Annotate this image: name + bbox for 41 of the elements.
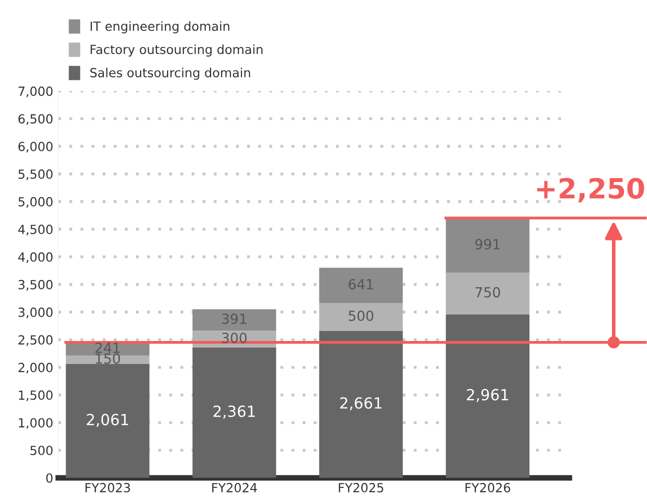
bar	[319, 268, 403, 304]
bar	[446, 218, 530, 273]
x-tick-label: FY2024	[212, 482, 257, 492]
bar	[319, 303, 403, 331]
legend-label: Factory outsourcing domain	[90, 44, 262, 57]
data-label: 2,961	[466, 388, 508, 402]
legend-label: Sales outsourcing domain	[90, 68, 250, 80]
y-tick-label: 6,500	[18, 114, 53, 125]
data-label: 2,361	[214, 405, 255, 419]
data-label: 2,661	[340, 397, 382, 410]
y-tick-label: 5,500	[18, 169, 53, 180]
y-tick-label: 5,000	[18, 197, 53, 208]
legend-label: IT engineering domain	[90, 21, 230, 34]
y-tick-label: 3,500	[18, 280, 53, 291]
y-tick-label: 1,500	[18, 390, 53, 402]
y-tick-label: 7,000	[18, 86, 53, 98]
data-label: 300	[222, 332, 247, 344]
data-label: 150	[96, 353, 120, 364]
bar	[446, 314, 530, 478]
x-tick-label: FY2023	[86, 482, 130, 492]
bar	[66, 364, 150, 478]
data-label: 500	[348, 310, 374, 322]
x-tick-label: FY2026	[466, 482, 510, 492]
bar	[319, 330, 403, 478]
bar	[192, 309, 276, 331]
annotation: +2,250	[537, 178, 644, 202]
y-tick-label: 6,000	[18, 142, 53, 153]
y-tick-label: 4,500	[18, 224, 53, 236]
x-tick-label: FY2025	[338, 482, 384, 492]
y-tick-label: 500	[30, 446, 53, 456]
y-tick-label: 2,500	[18, 335, 53, 346]
y-tick-label: 0	[46, 473, 53, 483]
data-label: 2,061	[86, 414, 128, 427]
bar	[446, 272, 530, 314]
y-tick-label: 4,000	[18, 252, 53, 264]
y-tick-label: 3,000	[18, 308, 53, 318]
data-label: 750	[476, 287, 500, 298]
y-tick-label: 2,000	[18, 362, 53, 374]
bar	[192, 347, 276, 478]
data-label: 241	[95, 342, 120, 353]
y-tick-label: 1,000	[18, 418, 53, 429]
